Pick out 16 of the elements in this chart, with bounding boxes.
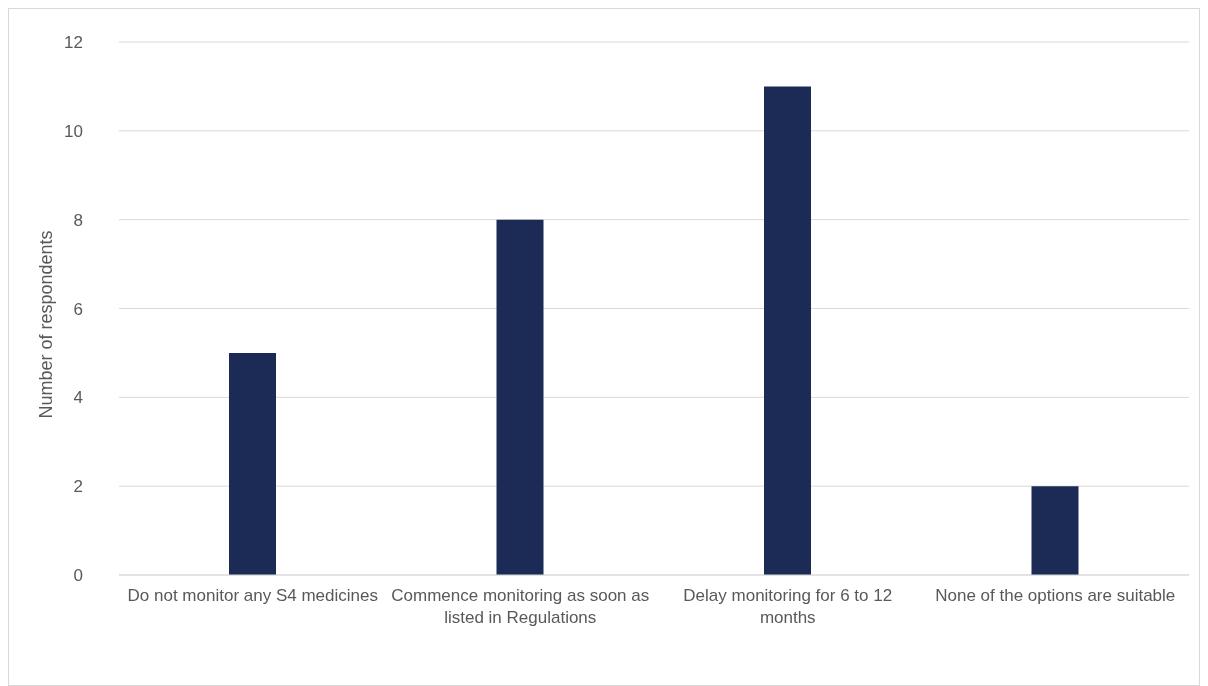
bar [496, 219, 544, 575]
bar [764, 86, 811, 575]
x-tick-label: Do not monitor any S4 medicines [127, 586, 378, 605]
y-tick-label: 10 [64, 121, 83, 141]
bar [229, 352, 276, 575]
x-tick-label: Commence monitoring as soon as listed in Regulations [391, 586, 650, 627]
x-tick-label: None of the options are suitable [935, 586, 1176, 605]
bar [1031, 486, 1079, 575]
y-tick-label: 4 [73, 388, 83, 408]
y-tick-label: 12 [64, 33, 83, 53]
y-axis-title: Number of respondents [36, 230, 57, 419]
x-tick-label: Delay monitoring for 6 to 12 months [683, 586, 893, 627]
y-tick-label: 0 [73, 566, 83, 586]
y-tick-label: 8 [73, 210, 83, 230]
y-tick-label: 6 [73, 299, 83, 319]
y-tick-label: 2 [73, 477, 83, 497]
